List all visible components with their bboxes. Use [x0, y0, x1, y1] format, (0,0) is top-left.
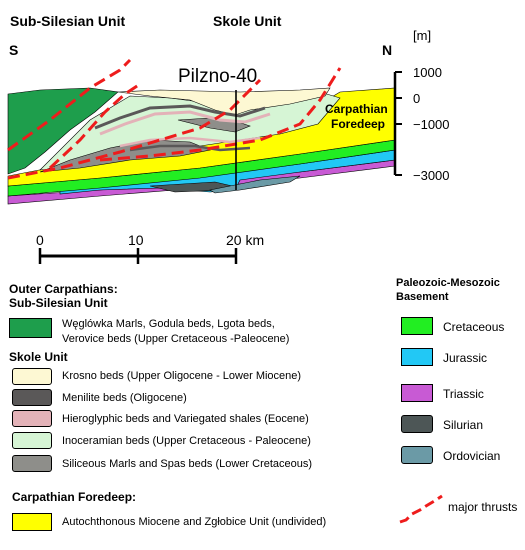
- south-label: S: [9, 42, 19, 58]
- cross-section-diagram: Pilzno-40 Carpathian Foredeep 1000 0 −10…: [7, 58, 450, 205]
- depth-tick-label: 1000: [413, 65, 442, 80]
- well-label: Pilzno-40: [178, 66, 257, 87]
- swatch-foredeep: [12, 513, 52, 531]
- hieroglyphic-band-2: [119, 136, 261, 148]
- menilite-band: [94, 104, 266, 130]
- legend-ordovician: Ordovician: [443, 449, 501, 463]
- scale-bar: 0 10 20 km: [36, 232, 264, 264]
- foredeep-label-line2: Foredeep: [331, 117, 385, 131]
- krosno-layer: [117, 87, 331, 116]
- legend-sub-silesian-line2: Verovice beds (Upper Cretaceous -Paleoce…: [62, 333, 290, 345]
- depth-tick-label: −1000: [413, 117, 450, 132]
- swatch-menilite: [12, 389, 52, 406]
- swatch-triassic: [401, 384, 433, 402]
- ordovician-layer: [209, 175, 301, 194]
- swatch-jurassic: [401, 348, 433, 366]
- sub-silesian-unit-title: Sub-Silesian Unit: [10, 13, 126, 29]
- swatch-ordovician: [401, 446, 433, 464]
- legend-hieroglyphic: Hieroglyphic beds and Variegated shales …: [62, 413, 309, 425]
- scale-label: 10: [128, 232, 144, 248]
- menilite-band-2: [129, 144, 251, 152]
- legend-cretaceous: Cretaceous: [443, 320, 505, 334]
- depth-tick-label: −3000: [413, 168, 450, 183]
- swatch-sub-silesian: [9, 318, 52, 338]
- legend-outer-heading: Outer Carpathians:: [9, 282, 118, 296]
- hieroglyphic-band: [99, 110, 271, 136]
- legend-foredeep-heading: Carpathian Foredeep:: [12, 490, 137, 504]
- legend-basement-heading-2: Basement: [396, 291, 449, 303]
- legend-menilite: Menilite beds (Oligocene): [62, 392, 187, 404]
- legend-jurassic: Jurassic: [443, 351, 488, 365]
- north-label: N: [382, 42, 393, 58]
- swatch-krosno: [12, 368, 52, 385]
- legend-major-thrusts: major thrusts: [448, 500, 518, 514]
- legend-skole-heading: Skole Unit: [9, 350, 68, 364]
- swatch-hieroglyphic: [12, 410, 52, 427]
- skole-unit-title: Skole Unit: [213, 13, 282, 29]
- depth-unit-label: [m]: [413, 28, 432, 43]
- legend-sub-silesian-heading: Sub-Silesian Unit: [9, 296, 108, 310]
- scale-label: 0: [36, 232, 44, 248]
- legend-triassic: Triassic: [443, 387, 484, 401]
- foredeep-label-line1: Carpathian: [325, 102, 388, 116]
- swatch-cretaceous: [401, 317, 433, 335]
- sub-silesian-layer: [7, 87, 119, 175]
- legend-siliceous: Siliceous Marls and Spas beds (Lower Cre…: [62, 458, 313, 470]
- legend-sub-silesian-line1: Węglówka Marls, Godula beds, Lgota beds,: [62, 318, 275, 330]
- swatch-silurian: [401, 415, 433, 433]
- scale-label: 20 km: [226, 232, 264, 248]
- thrust-line: [48, 82, 141, 170]
- swatch-siliceous: [12, 455, 52, 472]
- legend-krosno: Krosno beds (Upper Oligocene - Lower Mio…: [62, 370, 302, 382]
- legend-silurian: Silurian: [443, 418, 484, 432]
- thrust-line: [99, 67, 342, 162]
- legend-basement-heading-1: Paleozoic-Mesozoic: [396, 277, 500, 289]
- legend-inoceramian: Inoceramian beds (Upper Cretaceous - Pal…: [62, 435, 311, 447]
- depth-tick-label: 0: [413, 91, 420, 106]
- legend-foredeep: Autochthonous Miocene and Zgłobice Unit …: [62, 516, 327, 528]
- swatch-inoceramian: [12, 432, 52, 449]
- thrust-legend-symbol: [399, 494, 443, 524]
